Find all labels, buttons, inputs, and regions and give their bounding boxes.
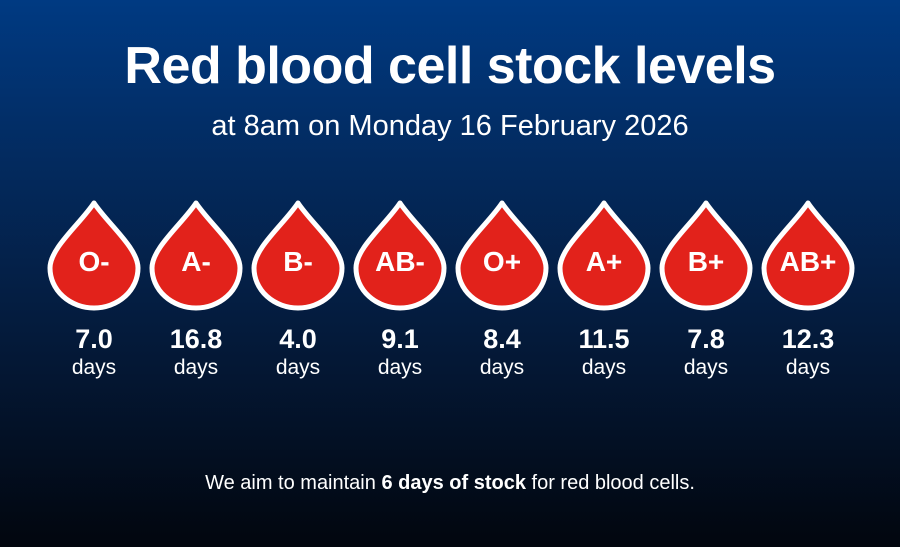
blood-type-label: B+ — [687, 246, 725, 277]
stock-days-unit: days — [275, 356, 321, 379]
blood-type-label: AB+ — [779, 246, 837, 277]
blood-type-label: AB- — [375, 246, 425, 277]
blood-drop-icon — [557, 200, 651, 311]
page-subtitle: at 8am on Monday 16 February 2026 — [211, 110, 689, 142]
stock-days-unit: days — [785, 356, 831, 379]
blood-type-card-a-pos: A+ 11.5 days — [550, 198, 660, 388]
blood-drop-icon — [47, 200, 141, 311]
blood-drop-icon — [659, 200, 753, 311]
stock-days-unit: days — [683, 356, 729, 379]
blood-type-label: B- — [283, 246, 313, 277]
blood-drop-icon — [761, 200, 855, 311]
blood-type-label: O+ — [482, 246, 522, 277]
blood-drop-icon — [353, 200, 447, 311]
stock-days-unit: days — [581, 356, 627, 379]
stock-days-unit: days — [173, 356, 219, 379]
stock-days-value: 9.1 — [381, 324, 419, 354]
page-title: Red blood cell stock levels — [124, 37, 776, 95]
blood-type-list: O- 7.0 days A- 16.8 days B- 4.0 days AB-… — [0, 198, 900, 388]
stock-days-value: 16.8 — [169, 324, 223, 354]
note-text-emphasis: 6 days of stock — [381, 472, 526, 494]
blood-type-label: O- — [78, 246, 110, 277]
blood-type-card-ab-neg: AB- 9.1 days — [346, 198, 456, 388]
stock-days-value: 11.5 — [578, 324, 630, 354]
blood-type-card-b-neg: B- 4.0 days — [244, 198, 354, 388]
stock-days-unit: days — [377, 356, 423, 379]
note-text-after: for red blood cells. — [525, 472, 695, 494]
blood-type-card-a-neg: A- 16.8 days — [142, 198, 252, 388]
stock-days-value: 12.3 — [781, 324, 835, 354]
blood-type-card-b-pos: B+ 7.8 days — [652, 198, 762, 388]
blood-type-label: A+ — [585, 246, 623, 277]
blood-drop-icon — [251, 200, 345, 311]
blood-drop-icon — [149, 200, 243, 311]
blood-type-card-o-neg: O- 7.0 days — [40, 198, 150, 388]
note-text-before: We aim to maintain — [205, 472, 382, 494]
stock-days-value: 7.8 — [687, 324, 725, 354]
stock-days-value: 7.0 — [75, 324, 113, 354]
stock-days-unit: days — [479, 356, 525, 379]
blood-type-label: A- — [181, 246, 211, 277]
stock-days-value: 4.0 — [279, 324, 317, 354]
stock-target-note: We aim to maintain 6 days of stock for r… — [0, 470, 900, 496]
blood-drop-icon — [455, 200, 549, 311]
blood-type-card-ab-pos: AB+ 12.3 days — [754, 198, 864, 388]
stock-days-value: 8.4 — [483, 324, 521, 354]
blood-type-card-o-pos: O+ 8.4 days — [448, 198, 558, 388]
stock-days-unit: days — [71, 356, 117, 379]
